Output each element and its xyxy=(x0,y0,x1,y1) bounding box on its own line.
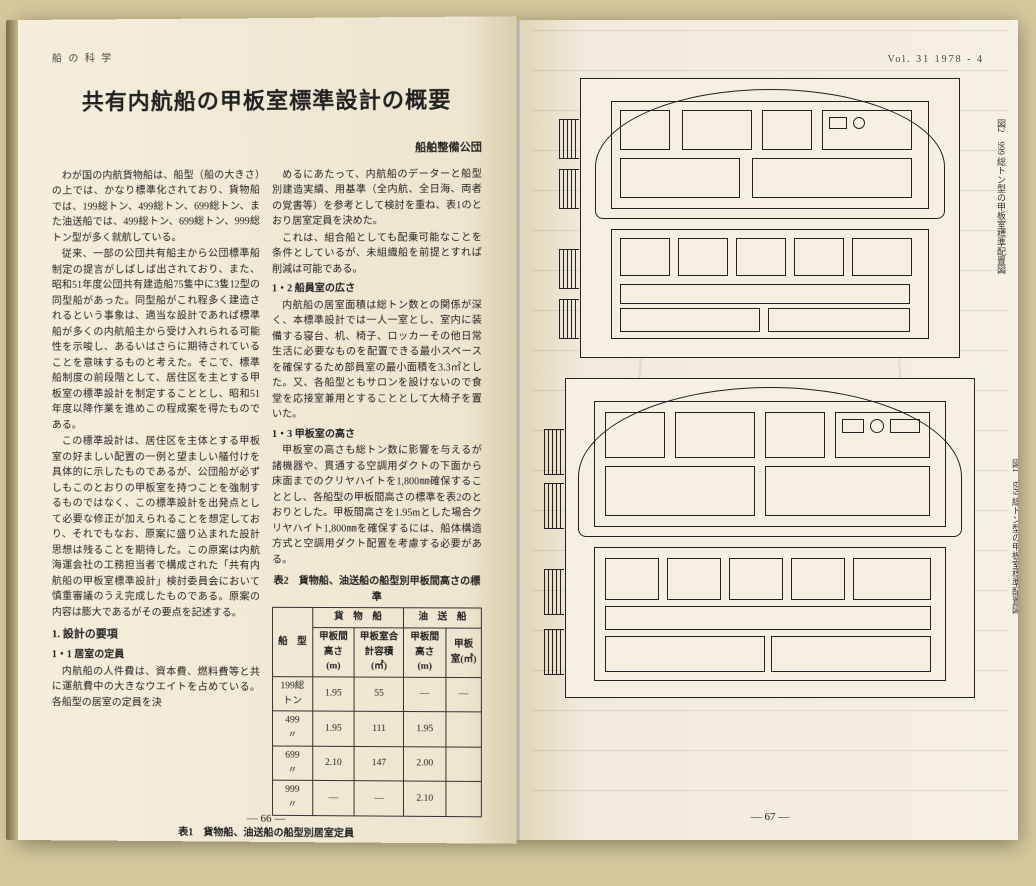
para: めるにあたって、内航船のデーターと船型別建造実績、用基準（全内航、全日海、両者の… xyxy=(272,166,482,229)
figure-1-caption: 図1 699 総トン型の甲板室標準配置図 xyxy=(1008,459,1018,614)
para: わが国の内航貨物船は、船型（船の大きさ）の上では、かなり標準化されており、貨物船… xyxy=(52,167,260,246)
body-columns: わが国の内航貨物船は、船型（船の大きさ）の上では、かなり標準化されており、貨物船… xyxy=(52,166,482,817)
column-right: めるにあたって、内航船のデーターと船型別建造実績、用基準（全内航、全日海、両者の… xyxy=(272,166,482,817)
author-org: 船舶整備公団 xyxy=(52,139,482,158)
page-left: 船 の 科 学 共有内航船の甲板室標準設計の概要 船舶整備公団 わが国の内航貨物… xyxy=(18,16,516,844)
column-left: わが国の内航貨物船は、船型（船の大きさ）の上では、かなり標準化されており、貨物船… xyxy=(52,167,260,815)
subsection-head: 1・2 船員室の広さ xyxy=(272,281,482,297)
th: 甲板間高さ(m) xyxy=(404,628,446,678)
th: 甲板室合計容積(㎥) xyxy=(354,628,403,678)
page-number-left: — 66 — xyxy=(18,809,516,830)
stair-icon xyxy=(544,483,564,529)
stair-icon xyxy=(544,569,564,615)
th: 居 室 定 員 xyxy=(128,843,482,844)
page-number-right: — 67 — xyxy=(522,809,1018,826)
subsection-head: 1・1 居室の定員 xyxy=(52,647,260,663)
running-head-right: Vol. 31 1978 - 4 xyxy=(556,52,984,68)
para: 内航船の人件費は、資本費、燃料費等と共に運航費中の大きなウエイトを占めている。各… xyxy=(52,664,260,712)
article-title: 共有内航船の甲板室標準設計の概要 xyxy=(52,83,482,120)
deckhouse-lower xyxy=(611,229,929,339)
th: 甲板室(㎥) xyxy=(446,628,481,678)
figure-2-caption: 図2 999 総トン型の甲板室標準配置図 xyxy=(993,119,1007,274)
subsection-head: 1・3 甲板室の高さ xyxy=(272,427,482,443)
para: これは、組合船としても配乗可能なことを条件としているが、未組織船を前提とすれば削… xyxy=(272,230,482,277)
para: この標準設計は、居住区を主体とする甲板室の好ましい配置の一例と望ましい艤付けを具… xyxy=(52,434,260,621)
section-head: 1. 設計の要項 xyxy=(52,626,260,644)
stair-icon xyxy=(544,629,564,675)
th: 船 型 xyxy=(273,607,313,676)
open-book: 船 の 科 学 共有内航船の甲板室標準設計の概要 船舶整備公団 わが国の内航貨物… xyxy=(18,20,1018,840)
page-right: Vol. 31 1978 - 4 図2 999 総トン型の甲板室標準配置図 xyxy=(522,20,1018,840)
deckhouse-upper xyxy=(594,401,946,527)
stair-icon xyxy=(559,249,579,289)
running-head-left: 船 の 科 学 xyxy=(52,49,482,68)
deckhouse-lower xyxy=(594,547,946,681)
deckhouse-upper xyxy=(611,101,929,209)
th: 甲板間高さ(m) xyxy=(312,627,354,677)
stair-icon xyxy=(559,119,579,159)
th: 船 型 xyxy=(52,842,127,844)
para: 内航船の居室面積は総トン数との関係が深く、本標準設計では一人一室とし、室内に装備… xyxy=(272,298,482,423)
th: 油 送 船 xyxy=(404,608,482,628)
table2: 船 型 貨 物 船 油 送 船 甲板間高さ(m) 甲板室合計容積(㎥) 甲板間高… xyxy=(272,607,482,817)
th: 貨 物 船 xyxy=(312,608,403,628)
table2-caption: 表2 貨物船、油送船の船型別甲板間高さの標準 xyxy=(272,574,482,606)
stair-icon xyxy=(544,429,564,475)
stair-icon xyxy=(559,169,579,209)
figure-1-diagram: 図1 699 総トン型の甲板室標準配置図 xyxy=(565,378,975,698)
figure-2-diagram: 図2 999 総トン型の甲板室標準配置図 xyxy=(580,78,960,358)
para: 従来、一部の公団共有船主から公団標準船制定の提言がしばしば出されており、また、昭… xyxy=(52,246,260,433)
table2-wrap: 表2 貨物船、油送船の船型別甲板間高さの標準 船 型 貨 物 船 油 送 船 甲… xyxy=(272,574,482,817)
para: 甲板室の高さも総トン数に影響を与えるが諸機器や、貫通する空調用ダクトの下面から床… xyxy=(272,443,482,568)
stair-icon xyxy=(559,299,579,339)
